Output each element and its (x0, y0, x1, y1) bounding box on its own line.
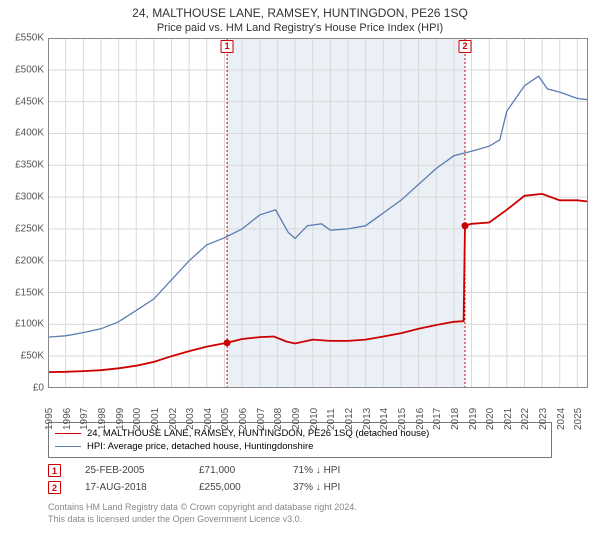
marker-icon: 2 (459, 40, 472, 53)
x-tick-label: 1998 (97, 408, 108, 430)
x-tick-label: 1995 (44, 408, 55, 430)
sale-price-2: £255,000 (199, 482, 269, 493)
marker-icon: 1 (221, 40, 234, 53)
x-tick-label: 2021 (503, 408, 514, 430)
x-tick-label: 2025 (573, 408, 584, 430)
y-tick-label: £400K (15, 128, 44, 139)
x-tick-label: 2017 (432, 408, 443, 430)
y-tick-label: £350K (15, 160, 44, 171)
sale-price-1: £71,000 (199, 465, 269, 476)
chart-area: £0£50K£100K£150K£200K£250K£300K£350K£400… (48, 38, 588, 388)
chart-title: 24, MALTHOUSE LANE, RAMSEY, HUNTINGDON, … (0, 0, 600, 20)
y-tick-label: £550K (15, 33, 44, 44)
x-tick-label: 2003 (185, 408, 196, 430)
legend-swatch-hpi (55, 446, 81, 447)
sale-marker-2: 2 (48, 481, 61, 494)
sale-diff-1: 71% ↓ HPI (293, 465, 340, 476)
x-tick-label: 2008 (273, 408, 284, 430)
x-tick-label: 2020 (485, 408, 496, 430)
sale-row-2: 2 17-AUG-2018 £255,000 37% ↓ HPI (48, 479, 552, 496)
y-tick-label: £250K (15, 223, 44, 234)
sales-table: 1 25-FEB-2005 £71,000 71% ↓ HPI 2 17-AUG… (48, 462, 552, 496)
x-tick-label: 2000 (132, 408, 143, 430)
legend-swatch-property (55, 433, 81, 434)
x-tick-label: 2013 (362, 408, 373, 430)
x-tick-label: 1996 (62, 408, 73, 430)
sale-marker-1: 1 (48, 464, 61, 477)
x-tick-label: 2010 (309, 408, 320, 430)
y-tick-label: £300K (15, 192, 44, 203)
x-tick-label: 2023 (538, 408, 549, 430)
x-axis-labels: 1995199619971998199920002001200220032004… (48, 388, 588, 416)
x-tick-label: 1997 (79, 408, 90, 430)
x-tick-label: 2014 (379, 408, 390, 430)
x-tick-label: 2011 (326, 408, 337, 430)
x-tick-label: 2006 (238, 408, 249, 430)
x-tick-label: 2007 (256, 408, 267, 430)
y-tick-label: £450K (15, 96, 44, 107)
sale-diff-2: 37% ↓ HPI (293, 482, 340, 493)
x-tick-label: 2009 (291, 408, 302, 430)
footer-line-1: Contains HM Land Registry data © Crown c… (48, 502, 552, 514)
x-tick-label: 2016 (415, 408, 426, 430)
x-tick-label: 2005 (220, 408, 231, 430)
sale-row-1: 1 25-FEB-2005 £71,000 71% ↓ HPI (48, 462, 552, 479)
legend-label-hpi: HPI: Average price, detached house, Hunt… (87, 441, 313, 452)
x-tick-label: 2024 (556, 408, 567, 430)
x-tick-label: 2019 (468, 408, 479, 430)
x-tick-label: 2004 (203, 408, 214, 430)
y-tick-label: £100K (15, 319, 44, 330)
y-tick-label: £500K (15, 64, 44, 75)
x-tick-label: 1999 (115, 408, 126, 430)
legend-item-hpi: HPI: Average price, detached house, Hunt… (55, 440, 545, 453)
line-chart (48, 38, 588, 388)
chart-subtitle: Price paid vs. HM Land Registry's House … (0, 20, 600, 38)
y-tick-label: £200K (15, 255, 44, 266)
footer: Contains HM Land Registry data © Crown c… (48, 502, 552, 525)
x-tick-label: 2001 (150, 408, 161, 430)
y-tick-label: £150K (15, 287, 44, 298)
footer-line-2: This data is licensed under the Open Gov… (48, 514, 552, 526)
sale-date-2: 17-AUG-2018 (85, 482, 175, 493)
sale-date-1: 25-FEB-2005 (85, 465, 175, 476)
chart-marker: 2 (459, 36, 472, 54)
y-tick-label: £50K (21, 351, 44, 362)
x-tick-label: 2012 (344, 408, 355, 430)
x-tick-label: 2018 (450, 408, 461, 430)
y-tick-label: £0 (33, 383, 44, 394)
x-tick-label: 2022 (520, 408, 531, 430)
x-tick-label: 2015 (397, 408, 408, 430)
chart-marker: 1 (221, 36, 234, 54)
x-tick-label: 2002 (168, 408, 179, 430)
